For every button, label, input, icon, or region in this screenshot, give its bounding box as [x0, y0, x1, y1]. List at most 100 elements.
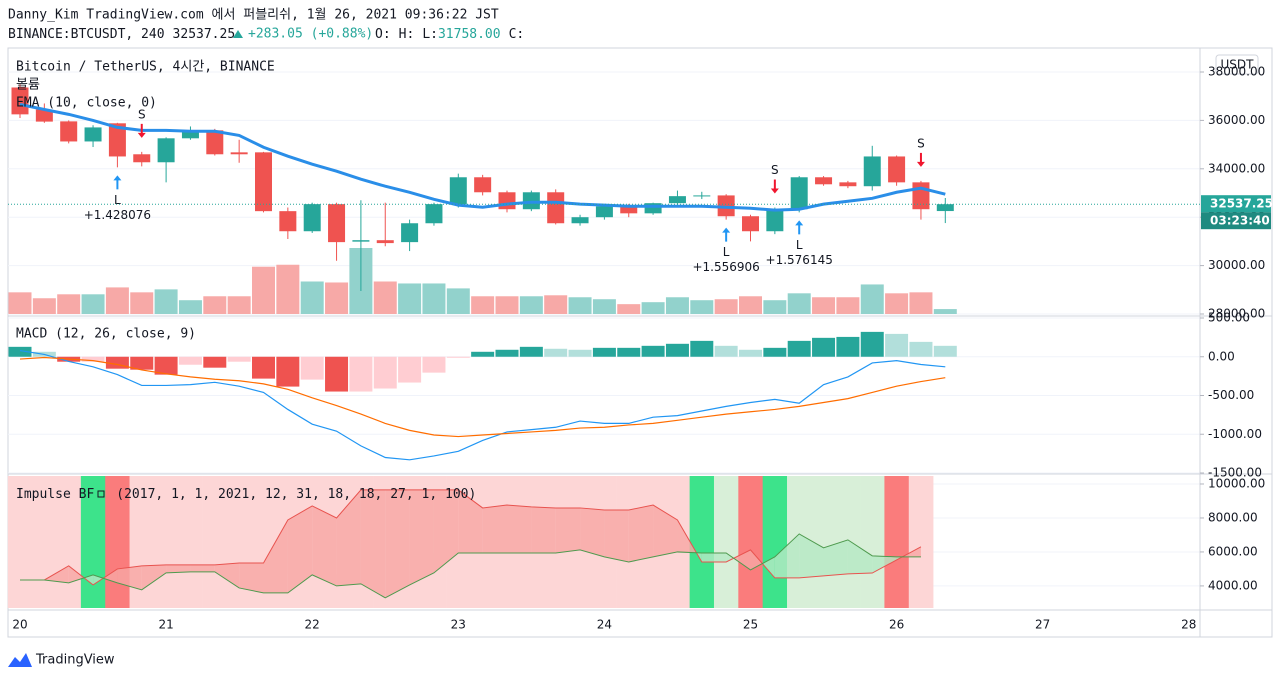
signal-value: +1.428076: [84, 208, 151, 222]
histogram-bar: [495, 349, 519, 357]
ohlc-key: L:: [422, 27, 438, 42]
volume-bar: [885, 293, 909, 314]
band-fill: [555, 507, 581, 553]
band-fill: [214, 562, 240, 588]
volume-bar: [787, 293, 811, 314]
signal-side: S: [138, 107, 146, 121]
currency-button[interactable]: [1215, 54, 1259, 75]
candle-body: [863, 156, 881, 187]
volume-bar: [154, 289, 178, 314]
background-column: [884, 476, 910, 608]
histogram-bar: [519, 346, 543, 357]
volume-bar: [836, 297, 860, 314]
background-column: [32, 476, 57, 608]
volume-bar: [300, 281, 324, 314]
candle-body: [35, 109, 53, 122]
candle-body: [11, 87, 29, 115]
candle-body: [60, 121, 78, 142]
signal-side: S: [771, 163, 779, 177]
background-column: [689, 476, 715, 608]
symbol-line: BINANCE:BTCUSDT, 240 32537.25: [8, 27, 235, 42]
currency[interactable]: USDT: [1221, 58, 1255, 72]
y-tick-label: -1500.00: [1208, 466, 1262, 480]
histogram-bar: [8, 346, 32, 357]
buy-arrow-head: [113, 175, 122, 181]
band-fill: [93, 574, 104, 585]
ohlc-key: O:: [375, 27, 391, 42]
candle-body: [839, 182, 857, 187]
x-tick-label: 28: [1181, 618, 1196, 632]
histogram-bar: [544, 348, 568, 357]
band-fill: [733, 549, 751, 570]
y-tick-label: 6000.00: [1208, 544, 1258, 558]
band-fill: [103, 568, 118, 583]
candle-body: [376, 240, 394, 244]
ohlc-key: C:: [509, 27, 525, 42]
histogram-bar: [373, 356, 397, 389]
candle-body: [84, 127, 102, 142]
band-fill: [458, 489, 483, 553]
y-tick-label: 36000.00: [1208, 113, 1265, 127]
symbol-legend: Bitcoin / TetherUS, 4시간, BINANCE: [16, 60, 275, 75]
histogram-bar: [300, 356, 324, 380]
signal-value: +1.556906: [692, 260, 759, 274]
ema-legend: EMA (10, close, 0): [16, 96, 157, 111]
histogram-bar: [763, 347, 787, 357]
y-tick-label: 34000.00: [1208, 161, 1265, 175]
volume-bar: [519, 296, 543, 314]
impulse-name: Impulse BF: [16, 487, 94, 502]
x-tick-label: 27: [1035, 618, 1050, 632]
signal-value: +1.576145: [766, 253, 833, 267]
volume-bar: [398, 283, 422, 314]
histogram-bar: [860, 331, 884, 357]
candle-body: [571, 217, 589, 224]
histogram-bar: [227, 356, 251, 362]
volume-bar: [617, 304, 641, 314]
impulse-legend: Impulse BF (2017, 1, 1, 2021, 12, 31, 18,…: [16, 487, 476, 502]
macd-line: [19, 356, 946, 438]
background-column: [908, 476, 934, 608]
histogram-bar: [446, 356, 470, 358]
volume-bar: [812, 297, 836, 314]
x-tick-label: 23: [451, 618, 466, 632]
histogram-bar: [203, 356, 227, 368]
brand-logo: [8, 653, 32, 667]
band-fill: [263, 520, 288, 593]
volume-bar: [32, 298, 56, 314]
volume-bar: [203, 296, 227, 314]
background-column: [811, 476, 837, 608]
band-fill: [409, 489, 434, 585]
x-tick-label: 21: [158, 618, 173, 632]
histogram-bar: [154, 356, 178, 375]
band-fill: [482, 505, 507, 553]
candle-body: [133, 154, 151, 163]
volume-bar: [57, 294, 81, 314]
y-tick-label: 4000.00: [1208, 578, 1258, 592]
volume-bar: [714, 299, 738, 314]
candle-body: [595, 206, 613, 218]
histogram-bar: [617, 347, 641, 357]
candle-body: [693, 195, 711, 197]
band-fill: [701, 552, 727, 562]
x-tick-label: 24: [597, 618, 612, 632]
signal-side: L: [723, 245, 730, 259]
volume-bar: [860, 284, 884, 314]
band-fill: [190, 564, 215, 572]
signal-side: L: [796, 238, 803, 252]
histogram-bar: [690, 340, 714, 357]
chart-frame: [7, 47, 1273, 638]
y-tick-label: 8000.00: [1208, 510, 1258, 524]
candle-body: [790, 177, 808, 210]
histogram-bar: [787, 340, 811, 357]
candle-body: [206, 130, 224, 155]
histogram-bar: [836, 336, 860, 357]
histogram-bar: [276, 356, 300, 387]
candle-body: [644, 203, 662, 214]
background-column: [56, 476, 82, 608]
change: +283.05 (+0.88%): [248, 27, 373, 42]
volume-bar: [665, 297, 689, 314]
impulse-params: (2017, 1, 1, 2021, 12, 31, 18, 18, 27, 1…: [116, 487, 476, 502]
candle-body: [474, 177, 492, 193]
candle-body: [230, 152, 248, 155]
